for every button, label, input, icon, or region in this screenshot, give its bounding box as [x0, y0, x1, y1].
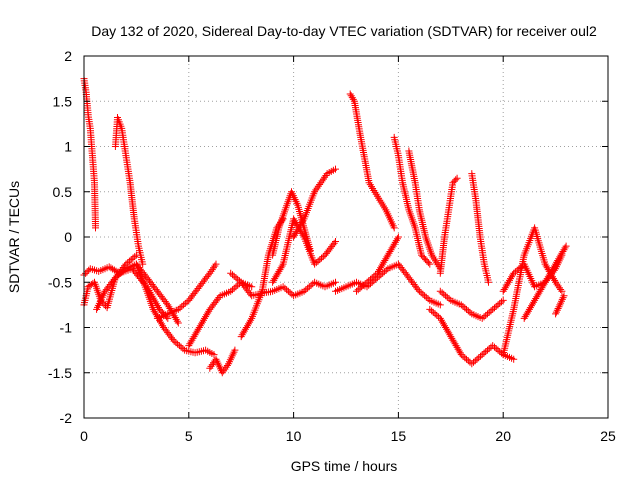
marker-trace — [426, 305, 518, 368]
marker-trace — [353, 233, 402, 295]
series-arc-23 — [436, 287, 507, 322]
x-tick-label: 5 — [185, 428, 193, 444]
marker-trace — [332, 260, 444, 309]
marker-trace — [436, 174, 461, 277]
series-arc-07 — [153, 260, 220, 322]
series-arc-19 — [332, 260, 444, 309]
series-arc-17 — [390, 133, 434, 268]
x-tick-label: 15 — [391, 428, 407, 444]
marker-trace — [390, 133, 434, 268]
series-arc-26 — [520, 251, 566, 322]
series-arc-22 — [468, 170, 492, 286]
ticks: 0 5 10 15 20 25 -2 -1.5 -1 -0.5 0 0.5 1 1.5 2 — [48, 48, 616, 444]
y-tick-label: 2 — [64, 48, 72, 64]
y-tick-label: 0.5 — [53, 184, 73, 200]
series-arc-16 — [353, 233, 402, 295]
x-tick-label: 20 — [495, 428, 511, 444]
chart-title: Day 132 of 2020, Sidereal Day-to-day VTE… — [91, 23, 597, 39]
series-arc-27 — [552, 292, 568, 318]
marker-trace — [346, 90, 398, 232]
series-arc-18 — [405, 147, 444, 273]
marker-trace — [206, 346, 239, 377]
y-tick-label: 1 — [64, 139, 72, 155]
x-tick-label: 0 — [80, 428, 88, 444]
y-axis-label: SDTVAR / TECUs — [6, 181, 22, 293]
y-tick-label: -2 — [60, 410, 73, 426]
marker-trace — [405, 147, 444, 273]
x-tick-label: 25 — [600, 428, 616, 444]
y-tick-label: -1.5 — [48, 365, 72, 381]
marker-trace — [153, 260, 220, 322]
marker-trace — [269, 215, 339, 286]
x-axis-label: GPS time / hours — [291, 458, 398, 474]
series-arc-20 — [436, 174, 461, 277]
series-arc-09 — [206, 346, 239, 377]
marker-trace — [111, 114, 147, 268]
y-tick-label: 0 — [64, 229, 72, 245]
y-tick-label: -1 — [60, 320, 73, 336]
series-arc-04 — [111, 114, 147, 268]
marker-trace — [552, 292, 568, 318]
marker-trace — [436, 287, 507, 322]
y-tick-label: -0.5 — [48, 274, 72, 290]
x-tick-label: 10 — [286, 428, 302, 444]
marker-trace — [520, 251, 566, 322]
series-arc-21 — [426, 305, 518, 368]
marker-trace — [468, 170, 492, 286]
y-tick-label: 1.5 — [53, 93, 73, 109]
series-arc-15 — [346, 90, 398, 232]
series-arc-14 — [269, 215, 339, 286]
